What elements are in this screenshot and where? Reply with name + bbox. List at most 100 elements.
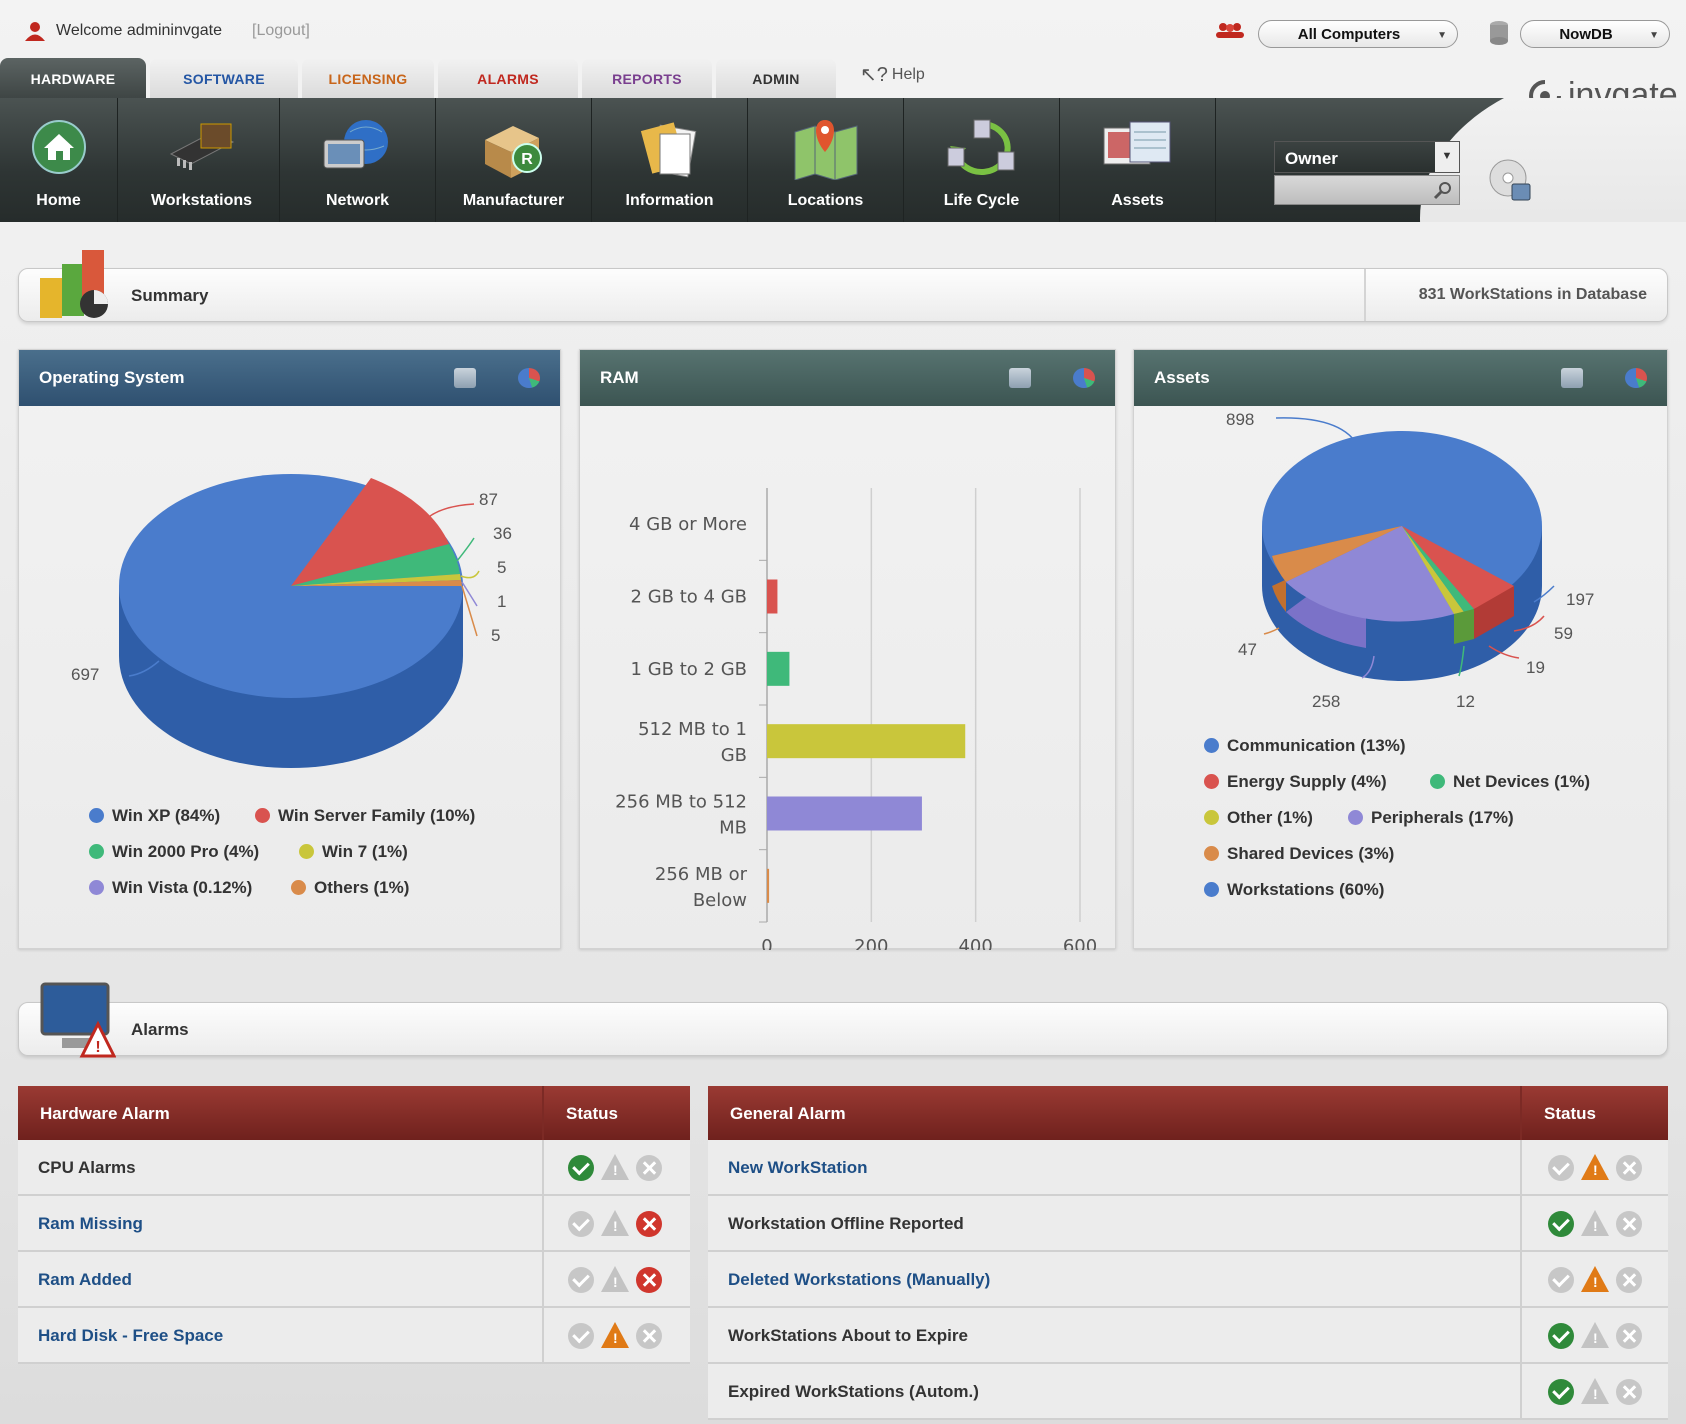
legend-item[interactable]: Win 7 (1%) bbox=[299, 842, 408, 862]
legend-item[interactable]: Win Vista (0.12%) bbox=[89, 878, 252, 898]
database-select-value: NowDB bbox=[1559, 25, 1613, 43]
tab-label: HARDWARE bbox=[30, 71, 116, 87]
ok-inactive-icon[interactable] bbox=[1548, 1155, 1574, 1181]
logout-link[interactable]: [Logout] bbox=[252, 22, 310, 39]
legend-item[interactable]: Peripherals (17%) bbox=[1348, 808, 1514, 828]
pie-view-icon[interactable] bbox=[518, 368, 540, 388]
legend-item[interactable]: Other (1%) bbox=[1204, 808, 1313, 828]
assets-panel: Assets 898 197 59 19 12 258 47 Communica… bbox=[1133, 349, 1668, 949]
database-select[interactable]: NowDB ▼ bbox=[1520, 20, 1670, 48]
y-category-label: 256 MB to 512 MB bbox=[615, 792, 747, 839]
legend-item[interactable]: Net Devices (1%) bbox=[1430, 772, 1590, 792]
ok-inactive-icon[interactable] bbox=[1548, 1267, 1574, 1293]
help-cursor-icon: ↖? bbox=[860, 64, 888, 86]
nav-item-manufacturer[interactable]: R Manufacturer bbox=[436, 98, 592, 222]
table-view-icon[interactable] bbox=[1561, 368, 1583, 388]
hardware-alarm-table: Hardware Alarm Status CPU Alarms! Ram Mis… bbox=[18, 1086, 690, 1364]
tab-reports[interactable]: REPORTS bbox=[582, 58, 712, 100]
legend-item[interactable]: Energy Supply (4%) bbox=[1204, 772, 1387, 792]
nav-item-locations[interactable]: Locations bbox=[748, 98, 904, 222]
ok-active-icon[interactable] bbox=[1548, 1379, 1574, 1405]
ram-bar bbox=[767, 579, 778, 614]
nav-item-home[interactable]: Home bbox=[0, 98, 118, 222]
table-view-icon[interactable] bbox=[1009, 368, 1031, 388]
cd-scan-icon[interactable] bbox=[1488, 158, 1534, 204]
error-inactive-icon[interactable] bbox=[1616, 1211, 1642, 1237]
error-inactive-icon[interactable] bbox=[636, 1323, 662, 1349]
ok-active-icon[interactable] bbox=[568, 1155, 594, 1181]
nav-item-network[interactable]: Network bbox=[280, 98, 436, 222]
os-label-5b: 5 bbox=[491, 626, 501, 645]
warning-active-icon[interactable]: ! bbox=[1581, 1266, 1609, 1292]
computers-select[interactable]: All Computers ▼ bbox=[1258, 20, 1458, 48]
nav-item-assets[interactable]: Assets bbox=[1060, 98, 1216, 222]
alarm-link[interactable]: Ram Added bbox=[38, 1270, 132, 1289]
ok-active-icon[interactable] bbox=[1548, 1323, 1574, 1349]
tab-hardware[interactable]: HARDWARE bbox=[0, 58, 146, 100]
warning-inactive-icon[interactable]: ! bbox=[601, 1266, 629, 1292]
warning-active-icon[interactable]: ! bbox=[601, 1322, 629, 1348]
tab-alarms[interactable]: ALARMS bbox=[438, 58, 578, 100]
pie-view-icon[interactable] bbox=[1073, 368, 1095, 388]
nav-item-workstations[interactable]: Workstations bbox=[124, 98, 280, 222]
warning-inactive-icon[interactable]: ! bbox=[1581, 1378, 1609, 1404]
assets-panel-title: Assets bbox=[1154, 368, 1210, 387]
owner-search-input[interactable] bbox=[1274, 175, 1460, 205]
table-view-icon[interactable] bbox=[454, 368, 476, 388]
y-category-label: 2 GB to 4 GB bbox=[631, 587, 747, 608]
legend-item[interactable]: Win Server Family (10%) bbox=[255, 806, 475, 826]
error-inactive-icon[interactable] bbox=[1616, 1155, 1642, 1181]
top-bar: Welcome admininvgate [Logout] All Comput… bbox=[0, 0, 1686, 58]
alarm-link[interactable]: New WorkStation bbox=[728, 1158, 868, 1177]
legend-item[interactable]: Others (1%) bbox=[291, 878, 409, 898]
search-icon[interactable] bbox=[1433, 180, 1453, 200]
pie-view-icon[interactable] bbox=[1625, 368, 1647, 388]
x-tick-label: 400 bbox=[958, 936, 992, 950]
legend-item[interactable]: Win 2000 Pro (4%) bbox=[89, 842, 259, 862]
alarm-name: Expired WorkStations (Autom.) bbox=[728, 1382, 979, 1401]
tab-admin[interactable]: ADMIN bbox=[716, 58, 836, 100]
error-inactive-icon[interactable] bbox=[1616, 1379, 1642, 1405]
warning-inactive-icon[interactable]: ! bbox=[601, 1210, 629, 1236]
ok-active-icon[interactable] bbox=[1548, 1211, 1574, 1237]
owner-select[interactable]: Owner ▼ bbox=[1274, 141, 1460, 173]
nav-item-life-cycle[interactable]: Life Cycle bbox=[904, 98, 1060, 222]
warning-inactive-icon[interactable]: ! bbox=[1581, 1210, 1609, 1236]
warning-inactive-icon[interactable]: ! bbox=[1581, 1322, 1609, 1348]
warning-inactive-icon[interactable]: ! bbox=[601, 1154, 629, 1180]
legend-item[interactable]: Win XP (84%) bbox=[89, 806, 220, 826]
table-row: Ram Added! bbox=[18, 1252, 690, 1308]
error-inactive-icon[interactable] bbox=[1616, 1267, 1642, 1293]
error-active-icon[interactable] bbox=[636, 1211, 662, 1237]
error-inactive-icon[interactable] bbox=[636, 1155, 662, 1181]
os-panel-header: Operating System bbox=[19, 350, 560, 406]
alarm-link[interactable]: Hard Disk - Free Space bbox=[38, 1326, 224, 1345]
error-active-icon[interactable] bbox=[636, 1267, 662, 1293]
y-category-label: 4 GB or More bbox=[629, 514, 747, 535]
os-label-87: 87 bbox=[479, 490, 498, 509]
general-alarm-rows: New WorkStation! Workstation Offline Repo… bbox=[708, 1140, 1668, 1420]
help-link[interactable]: ↖? Help bbox=[860, 62, 925, 87]
nav-item-information[interactable]: Information bbox=[592, 98, 748, 222]
tab-licensing[interactable]: LICENSING bbox=[302, 58, 434, 100]
y-category-label: 256 MB or Below bbox=[655, 864, 748, 911]
users-group-icon[interactable] bbox=[1215, 22, 1245, 40]
general-alarm-header: General Alarm Status bbox=[708, 1086, 1668, 1140]
alarm-link[interactable]: Deleted Workstations (Manually) bbox=[728, 1270, 991, 1289]
tab-software[interactable]: SOFTWARE bbox=[150, 58, 298, 100]
ok-inactive-icon[interactable] bbox=[568, 1211, 594, 1237]
warning-active-icon[interactable]: ! bbox=[1581, 1154, 1609, 1180]
alarm-link[interactable]: Ram Missing bbox=[38, 1214, 143, 1233]
ok-inactive-icon[interactable] bbox=[568, 1267, 594, 1293]
legend-item[interactable]: Communication (13%) bbox=[1204, 736, 1406, 756]
legend-item[interactable]: Shared Devices (3%) bbox=[1204, 844, 1394, 864]
memory-chip-icon bbox=[167, 118, 237, 181]
table-row: WorkStations About to Expire! bbox=[708, 1308, 1668, 1364]
ok-inactive-icon[interactable] bbox=[568, 1323, 594, 1349]
error-inactive-icon[interactable] bbox=[1616, 1323, 1642, 1349]
owner-select-value: Owner bbox=[1285, 149, 1338, 168]
legend-item[interactable]: Workstations (60%) bbox=[1204, 880, 1384, 900]
divider bbox=[1520, 1252, 1522, 1306]
legend-dot-icon bbox=[1204, 738, 1219, 753]
y-category-label: 512 MB to 1 GB bbox=[638, 719, 747, 766]
